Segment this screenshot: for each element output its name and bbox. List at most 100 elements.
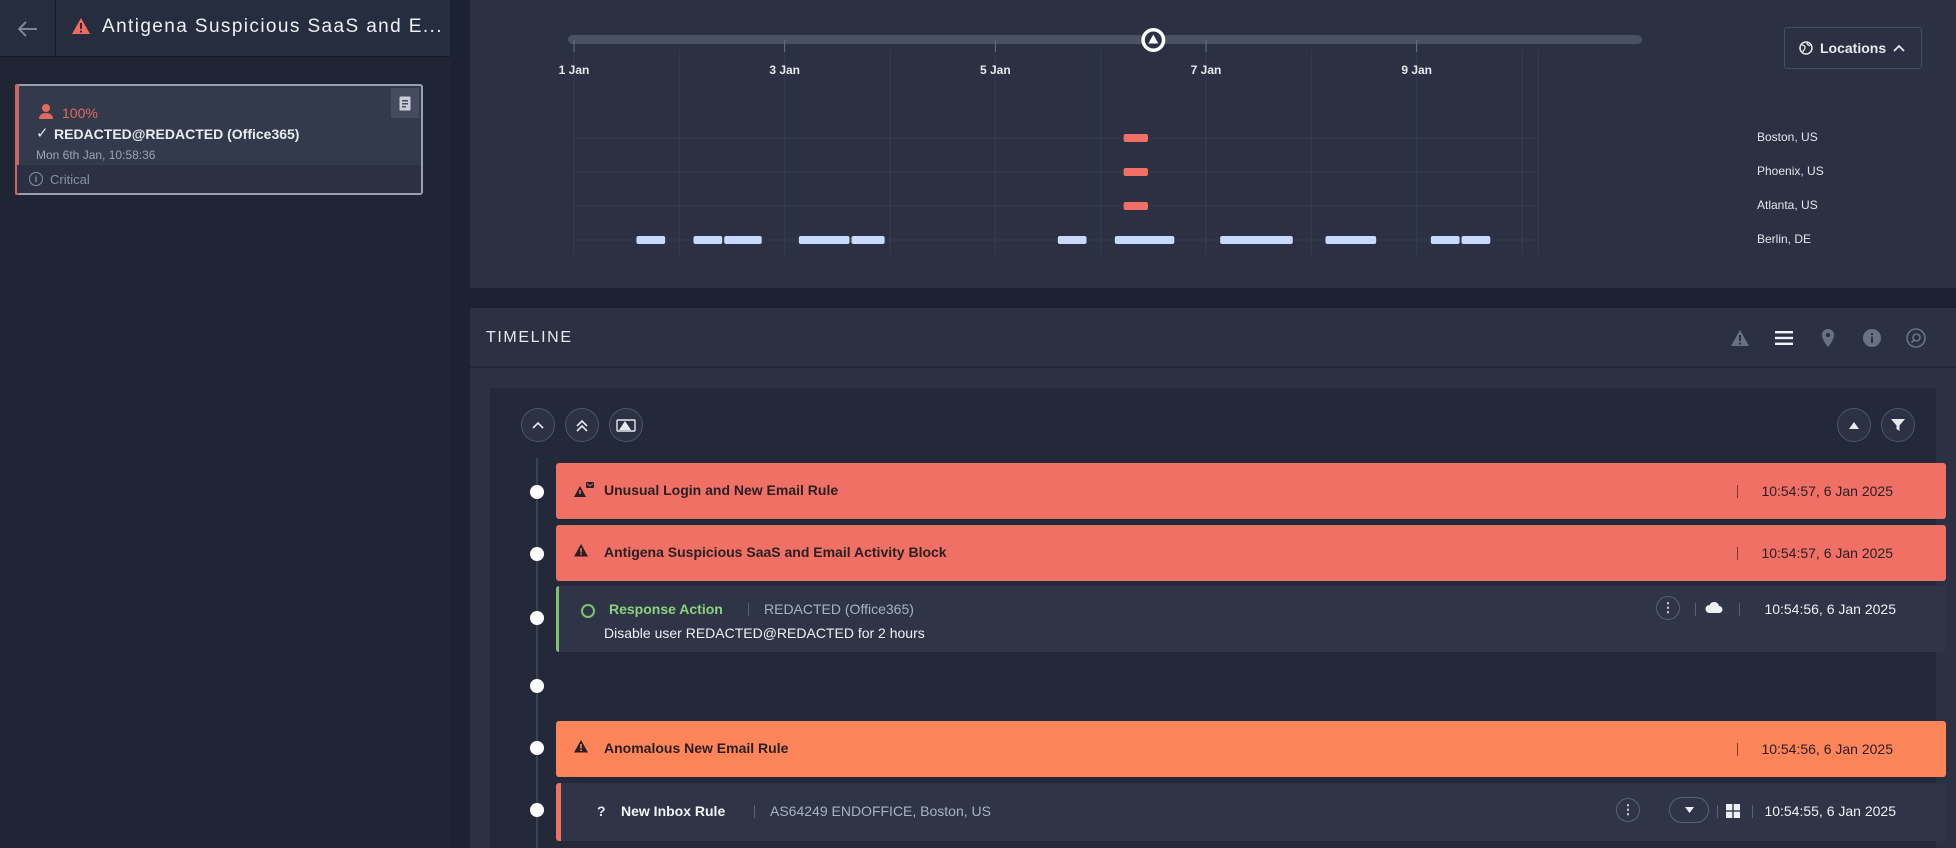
response-label: Response Action bbox=[609, 601, 723, 617]
model-breach-icon bbox=[616, 419, 636, 432]
caret-down-icon bbox=[1684, 807, 1694, 813]
event-source: AS64249 ENDOFFICE, Boston, US bbox=[770, 803, 991, 819]
timeline-line bbox=[536, 458, 538, 848]
event-title: Unusual Login and New Email Rule bbox=[604, 482, 839, 498]
timeline-bar-phoenix bbox=[1123, 168, 1148, 176]
breach-title: Antigena Suspicious SaaS and E... bbox=[102, 16, 443, 37]
timeline-event-model-breach[interactable]: Unusual Login and New Email Rule 10:54:5… bbox=[556, 463, 1946, 519]
timeline-event-model-breach[interactable]: Anomalous New Email Rule 10:54:56, 6 Jan… bbox=[556, 721, 1946, 777]
timeline-dot bbox=[530, 485, 544, 499]
event-time: 10:54:56, 6 Jan 2025 bbox=[1761, 741, 1893, 757]
scroll-top-button[interactable] bbox=[1837, 408, 1871, 442]
list-view-button[interactable] bbox=[1772, 326, 1796, 350]
windows-icon bbox=[1726, 804, 1740, 818]
info-filter-button[interactable] bbox=[1860, 326, 1884, 350]
x-tick-label: 3 Jan bbox=[769, 63, 800, 77]
location-filter-button[interactable] bbox=[1816, 326, 1840, 350]
response-action-icon bbox=[581, 604, 595, 618]
locations-label: Locations bbox=[1820, 40, 1887, 56]
chevron-up-icon bbox=[532, 421, 544, 429]
breach-header: Antigena Suspicious SaaS and E... bbox=[0, 0, 450, 57]
timeline-dot bbox=[530, 611, 544, 625]
timeline-bar-berlin bbox=[1220, 236, 1293, 244]
device-name: REDACTED@REDACTED (Office365) bbox=[54, 126, 300, 142]
timeline-event-model-breach[interactable]: Antigena Suspicious SaaS and Email Activ… bbox=[556, 525, 1946, 581]
timeline-bar-berlin bbox=[1114, 236, 1175, 244]
timeline-bar-berlin bbox=[693, 236, 723, 244]
location-label: Atlanta, US bbox=[1757, 198, 1818, 212]
double-chevron-up-icon bbox=[576, 419, 588, 432]
model-breach-toggle-button[interactable] bbox=[609, 408, 643, 442]
timeline-event-inbox-rule[interactable]: ? New Inbox Rule AS64249 ENDOFFICE, Bost… bbox=[556, 783, 1946, 841]
timeline-bar-boston bbox=[1123, 134, 1148, 142]
search-icon bbox=[1906, 328, 1926, 348]
separator bbox=[1752, 805, 1753, 818]
timeline-dot bbox=[530, 741, 544, 755]
device-card[interactable]: 100% ✓ REDACTED@REDACTED (Office365) Mon… bbox=[15, 84, 423, 195]
timeline-bar-berlin bbox=[724, 236, 762, 244]
event-title: Antigena Suspicious SaaS and Email Activ… bbox=[604, 544, 947, 560]
collapse-all-button[interactable] bbox=[565, 408, 599, 442]
info-icon: i bbox=[29, 172, 43, 186]
filter-icon bbox=[1891, 419, 1905, 431]
info-icon bbox=[1863, 329, 1881, 347]
separator bbox=[754, 805, 755, 818]
x-tick-label: 1 Jan bbox=[559, 63, 590, 77]
timeline-title: TIMELINE bbox=[486, 329, 573, 346]
arrow-left-icon bbox=[17, 20, 37, 37]
timeline-bar-berlin bbox=[1057, 236, 1087, 244]
separator bbox=[1717, 805, 1718, 818]
list-icon bbox=[1775, 331, 1793, 345]
triangle-up-icon bbox=[1849, 421, 1859, 429]
location-pin-icon bbox=[1822, 329, 1834, 347]
location-chart-panel: 1 Jan 3 Jan 5 Jan 7 Jan 9 Jan Locations Bost… bbox=[470, 0, 1956, 288]
event-time: 10:54:55, 6 Jan 2025 bbox=[1764, 803, 1896, 819]
timeline-dot bbox=[530, 803, 544, 817]
unknown-event-icon: ? bbox=[597, 803, 606, 819]
left-panel: Antigena Suspicious SaaS and E... 100% ✓… bbox=[0, 0, 450, 848]
more-options-button[interactable]: ⋮ bbox=[1616, 798, 1640, 822]
card-footer: i Critical bbox=[17, 165, 421, 193]
event-title: Anomalous New Email Rule bbox=[604, 740, 789, 756]
timeline-bar-berlin bbox=[851, 236, 885, 244]
warning-icon bbox=[1731, 330, 1749, 346]
warning-triangle-icon bbox=[574, 740, 588, 753]
separator bbox=[1737, 547, 1738, 560]
event-time: 10:54:57, 6 Jan 2025 bbox=[1761, 483, 1893, 499]
timeline-event-response-action[interactable]: Response Action REDACTED (Office365) Dis… bbox=[556, 586, 1946, 652]
timeline-bar-berlin bbox=[1430, 236, 1460, 244]
collapse-button[interactable] bbox=[521, 408, 555, 442]
timeline-panel: TIMELINE bbox=[470, 308, 1956, 848]
warning-triangle-icon bbox=[574, 544, 588, 557]
device-details-button[interactable] bbox=[391, 88, 419, 118]
model-breach-new-icon bbox=[574, 482, 594, 497]
location-label: Boston, US bbox=[1757, 130, 1818, 144]
warning-filter-button[interactable] bbox=[1728, 326, 1752, 350]
timeline-bar-berlin bbox=[1461, 236, 1491, 244]
globe-icon bbox=[1799, 41, 1813, 55]
event-time: 10:54:57, 6 Jan 2025 bbox=[1761, 545, 1893, 561]
x-tick-label: 7 Jan bbox=[1191, 63, 1222, 77]
timeline-body: Unusual Login and New Email Rule 10:54:5… bbox=[490, 388, 1946, 848]
expand-dropdown-button[interactable] bbox=[1669, 797, 1709, 823]
user-icon bbox=[39, 104, 53, 119]
check-icon: ✓ bbox=[36, 125, 49, 142]
back-button[interactable] bbox=[0, 0, 56, 57]
search-filter-button[interactable] bbox=[1904, 326, 1928, 350]
device-date: Mon 6th Jan, 10:58:36 bbox=[36, 148, 156, 162]
timeline-dot bbox=[530, 547, 544, 561]
event-title: New Inbox Rule bbox=[621, 803, 726, 819]
document-icon bbox=[399, 96, 411, 110]
event-time: 10:54:56, 6 Jan 2025 bbox=[1764, 601, 1896, 617]
filter-button[interactable] bbox=[1881, 408, 1915, 442]
location-timeline-chart: 1 Jan 3 Jan 5 Jan 7 Jan 9 Jan bbox=[559, 28, 1642, 255]
separator bbox=[1737, 485, 1738, 498]
timeline-bar-berlin bbox=[636, 236, 666, 244]
locations-button[interactable]: Locations bbox=[1784, 27, 1922, 69]
timeline-header: TIMELINE bbox=[470, 308, 1956, 368]
timeline-dot bbox=[530, 679, 544, 693]
more-options-button[interactable]: ⋮ bbox=[1656, 596, 1680, 620]
time-slider-track bbox=[568, 35, 1642, 44]
severity-label: Critical bbox=[50, 172, 90, 187]
location-label: Phoenix, US bbox=[1757, 164, 1824, 178]
